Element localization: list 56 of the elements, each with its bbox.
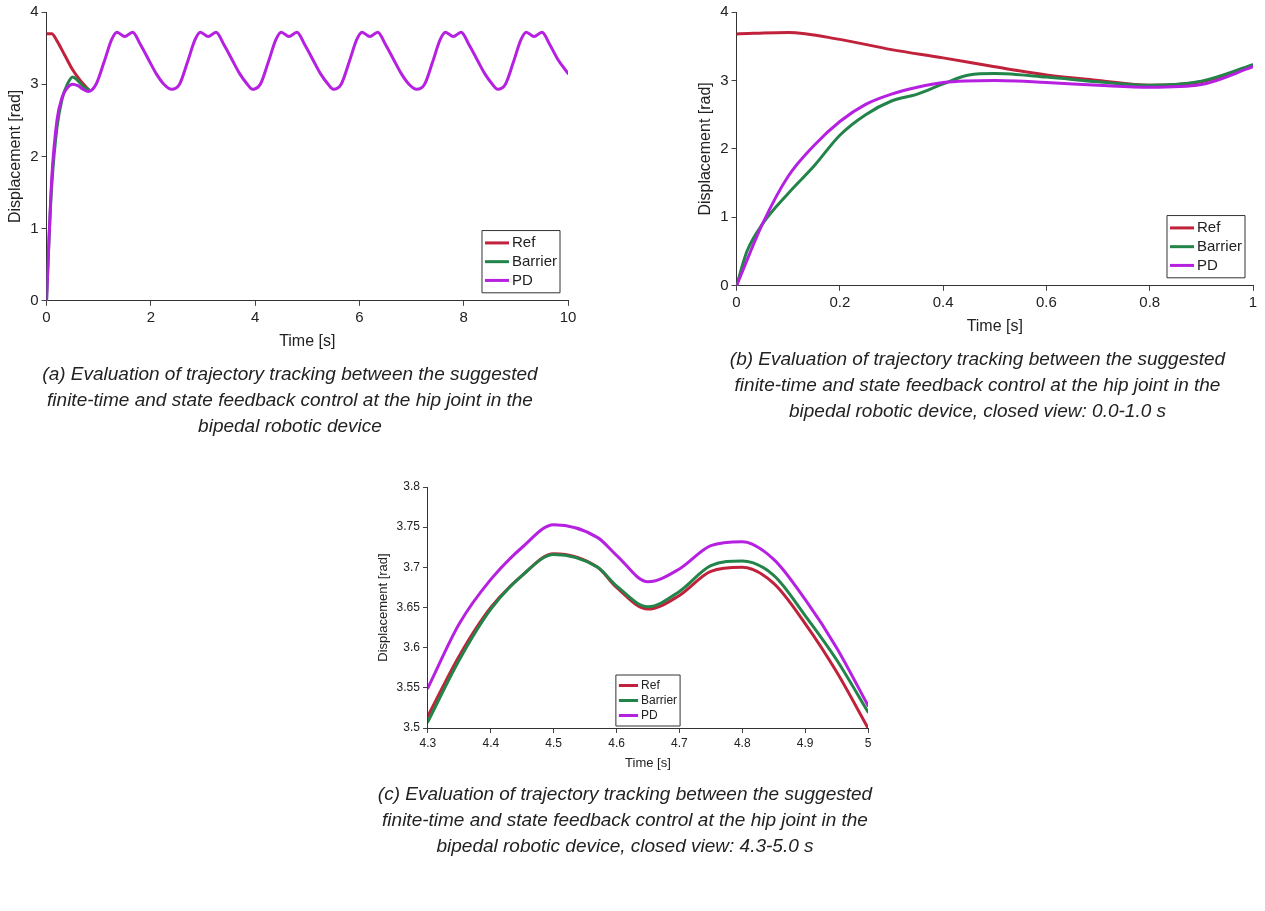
x-tick-label: 4.7 xyxy=(671,735,689,750)
y-tick-label: 3.65 xyxy=(396,599,421,614)
legend-label: Ref xyxy=(511,233,537,251)
legend-label: Barrier xyxy=(1196,236,1243,254)
y-tick-label: 0 xyxy=(720,275,729,293)
y-tick-label: 3.7 xyxy=(403,559,421,574)
x-tick-label: 4.5 xyxy=(545,735,563,750)
y-tick-label: 4 xyxy=(30,2,39,20)
y-tick-label: 2 xyxy=(720,139,729,157)
legend-label: Ref xyxy=(641,677,661,692)
x-axis-title: Time [s] xyxy=(279,331,336,349)
x-axis-title: Time [s] xyxy=(966,316,1023,334)
x-tick-label: 1 xyxy=(1248,292,1258,310)
x-tick-label: 2 xyxy=(146,307,156,325)
line-series xyxy=(427,523,868,708)
line-series xyxy=(46,32,90,91)
y-tick-label: 1 xyxy=(30,218,39,236)
legend-label: Barrier xyxy=(511,251,558,269)
text: (c) Evaluation of trajectory tracking between the suggested finite-time and state feedback control at the hip joint in the bipedal robotic device, closed view: 4.3-5.0 s xyxy=(376,782,874,858)
y-tick-label: 3.55 xyxy=(396,680,421,695)
x-tick-label: 5 xyxy=(864,735,872,750)
x-tick-label: 0.8 xyxy=(1139,292,1161,310)
x-tick-label: 4 xyxy=(250,307,260,325)
text: (a) Evaluation of trajectory tracking between the suggested finite-time and state feedback control at the hip joint in the bipedal robotic device xyxy=(41,362,539,438)
y-tick-label: 3.5 xyxy=(403,720,421,735)
x-tick-label: 4.3 xyxy=(419,735,437,750)
x-tick-label: 10 xyxy=(559,307,577,325)
x-tick-label: 0.4 xyxy=(932,292,954,310)
text: (b) Evaluation of trajectory tracking between the suggested finite-time and state feedback control at the hip joint in the bipedal robotic device, closed view: 0.0-1.0 s xyxy=(728,347,1227,423)
y-tick-label: 3.8 xyxy=(403,479,421,494)
x-tick-label: 4.4 xyxy=(482,735,500,750)
x-tick-label: 0 xyxy=(42,307,51,325)
y-tick-label: 4 xyxy=(720,2,729,20)
y-tick-label: 2 xyxy=(30,146,39,164)
legend-label: PD xyxy=(1196,255,1218,273)
y-tick-label: 3.75 xyxy=(396,519,421,534)
legend-label: PD xyxy=(641,707,659,722)
y-tick-label: 3.6 xyxy=(403,639,421,654)
y-tick-label: 3 xyxy=(720,70,729,88)
x-tick-label: 8 xyxy=(459,307,468,325)
x-tick-label: 0.6 xyxy=(1035,292,1057,310)
x-tick-label: 0 xyxy=(732,292,741,310)
y-axis-title: Displacement [rad] xyxy=(375,553,391,662)
legend-label: PD xyxy=(511,270,533,288)
x-tick-label: 0.2 xyxy=(829,292,851,310)
legend-label: Ref xyxy=(1196,218,1222,236)
x-tick-label: 4.6 xyxy=(608,735,626,750)
x-tick-label: 4.9 xyxy=(796,735,814,750)
x-axis-title: Time [s] xyxy=(625,754,671,770)
x-tick-label: 6 xyxy=(355,307,364,325)
y-axis-title: Displacement [rad] xyxy=(6,89,24,224)
legend-label: Barrier xyxy=(641,692,678,707)
x-tick-label: 4.8 xyxy=(733,735,751,750)
y-tick-label: 1 xyxy=(720,207,729,225)
y-tick-label: 3 xyxy=(30,74,39,92)
y-axis-title: Displacement [rad] xyxy=(696,82,714,216)
